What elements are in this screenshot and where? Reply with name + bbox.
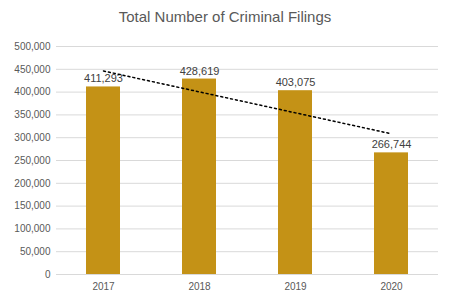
- svg-text:428,619: 428,619: [180, 65, 220, 77]
- svg-text:0: 0: [45, 269, 51, 280]
- svg-text:350,000: 350,000: [14, 109, 51, 120]
- svg-text:266,744: 266,744: [372, 138, 412, 150]
- svg-text:150,000: 150,000: [14, 200, 51, 211]
- svg-text:50,000: 50,000: [20, 246, 51, 257]
- svg-text:2018: 2018: [188, 281, 211, 292]
- svg-text:100,000: 100,000: [14, 223, 51, 234]
- svg-text:2017: 2017: [92, 281, 115, 292]
- svg-text:300,000: 300,000: [14, 132, 51, 143]
- svg-text:2019: 2019: [284, 281, 307, 292]
- svg-text:400,000: 400,000: [14, 86, 51, 97]
- svg-text:200,000: 200,000: [14, 178, 51, 189]
- svg-text:411,293: 411,293: [84, 72, 123, 84]
- svg-text:500,000: 500,000: [14, 41, 51, 52]
- html-text:Total Number of Criminal Filin: Total Number of Criminal Filings: [118, 8, 332, 25]
- svg-text:403,075: 403,075: [276, 76, 316, 88]
- svg-text:250,000: 250,000: [14, 155, 51, 166]
- svg-text:2020: 2020: [380, 281, 403, 292]
- svg-text:450,000: 450,000: [14, 64, 51, 75]
